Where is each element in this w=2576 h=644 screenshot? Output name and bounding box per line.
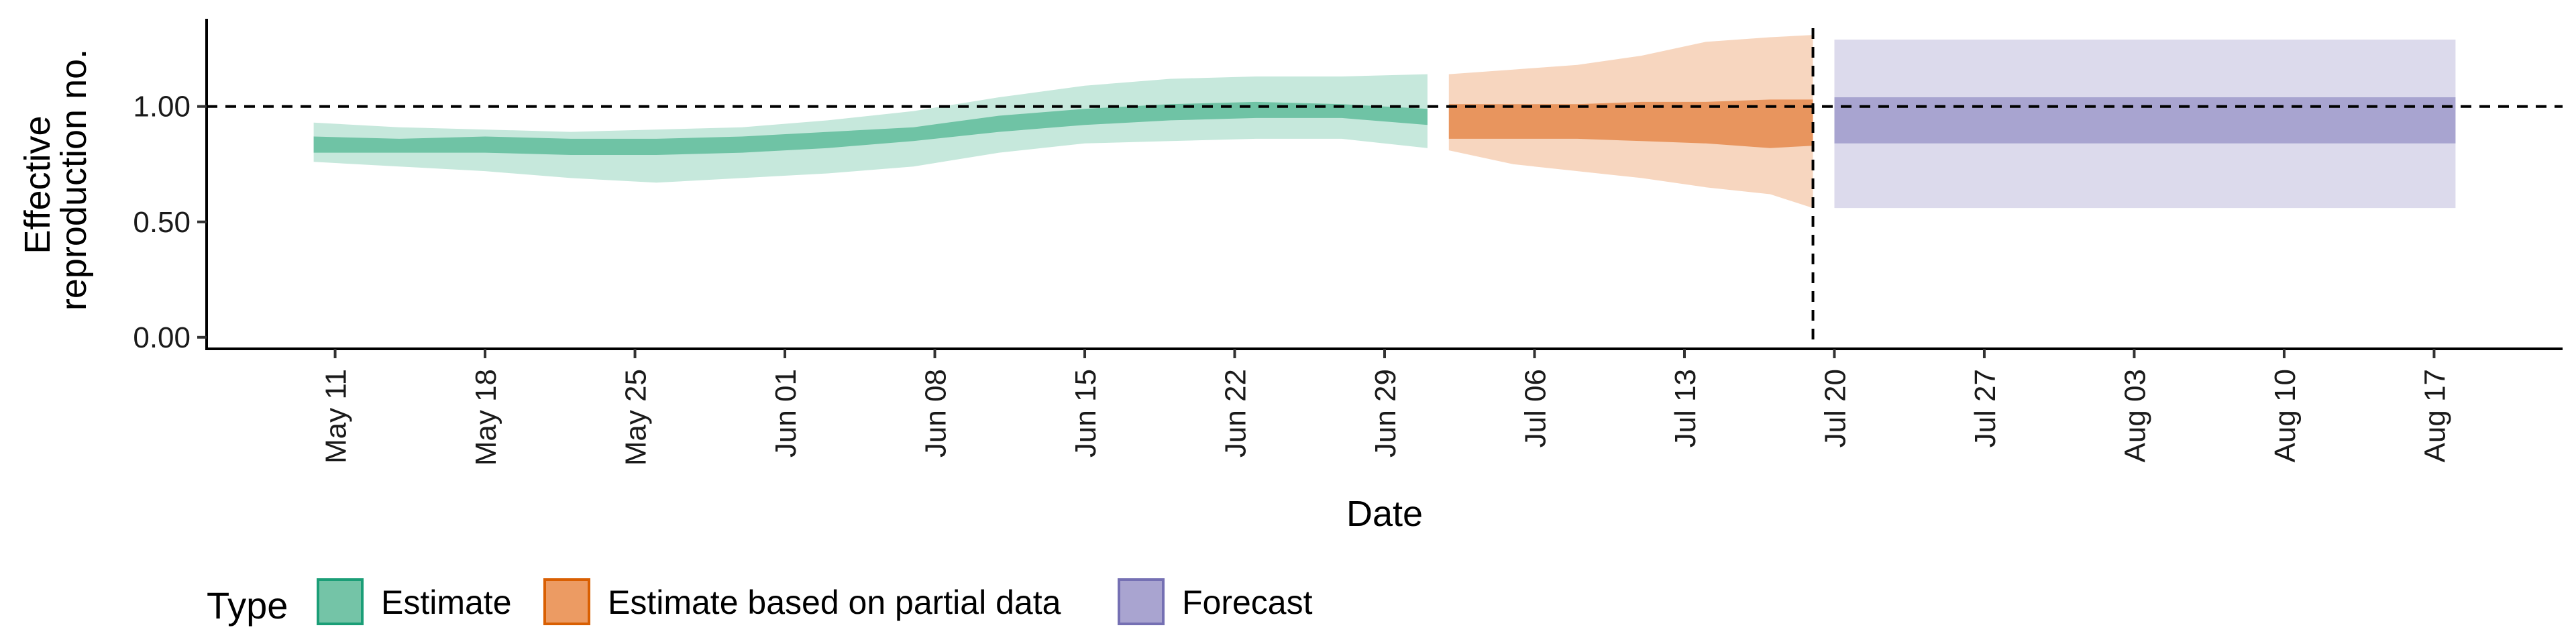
y-tick-label: 0.50 <box>133 206 191 239</box>
estimate-based-on-partial-data-inner-band <box>1448 99 1813 148</box>
estimate-inner-band <box>313 101 1428 155</box>
x-tick-label: Jul 27 <box>1969 369 2002 447</box>
x-tick-label: Jun 22 <box>1220 369 1252 458</box>
x-tick-label: Jun 29 <box>1369 369 1402 458</box>
legend-items: Estimate Estimate based on partial data Fo… <box>317 578 1313 625</box>
legend-swatch-estimate-based-on-partial-data <box>543 578 590 625</box>
x-tick-label: May 18 <box>470 369 502 466</box>
x-axis-title: Date <box>1346 494 1423 534</box>
legend-label-estimate: Estimate <box>381 584 512 621</box>
x-tick-label: Jun 08 <box>920 369 953 458</box>
x-tick-label: Jul 06 <box>1519 369 1552 447</box>
legend-label-estimate-based-on-partial-data: Estimate based on partial data <box>608 584 1061 621</box>
x-tick-label: Aug 10 <box>2269 369 2302 462</box>
x-tick-label: Jun 01 <box>769 369 802 458</box>
legend-title: Type <box>207 584 288 627</box>
forecast-inner-band <box>1834 97 2456 144</box>
y-tick-label: 1.00 <box>133 91 191 123</box>
y-axis-title-line-1: Effective <box>17 115 58 254</box>
x-tick-label: May 11 <box>320 369 353 464</box>
y-axis-title: Effective reproduction no. <box>17 49 94 311</box>
x-tick-label: Aug 03 <box>2118 369 2151 462</box>
x-axis-ticks: May 11 May 18 May 25 Jun 01 Jun 08 Jun 15 Jun … <box>320 349 2451 466</box>
legend: Type Estimate Estimate based on partial d… <box>207 578 1313 627</box>
x-tick-label: Jun 15 <box>1069 369 1102 458</box>
x-tick-label: Aug 17 <box>2418 369 2451 462</box>
legend-swatch-estimate <box>317 578 364 625</box>
y-tick-label: 0.00 <box>133 321 191 354</box>
legend-label-forecast: Forecast <box>1182 584 1313 621</box>
x-tick-label: Jul 13 <box>1669 369 1702 447</box>
estimate-outer-band <box>313 74 1428 183</box>
x-tick-label: May 25 <box>620 369 653 466</box>
y-axis-ticks: 0.00 0.50 1.00 <box>133 91 207 354</box>
reference-lines <box>207 28 2563 349</box>
x-tick-label: Jul 20 <box>1819 369 1851 447</box>
y-axis-title-line-2: reproduction no. <box>54 49 94 311</box>
legend-swatch-forecast <box>1118 578 1165 625</box>
chart-bands <box>313 35 2456 209</box>
